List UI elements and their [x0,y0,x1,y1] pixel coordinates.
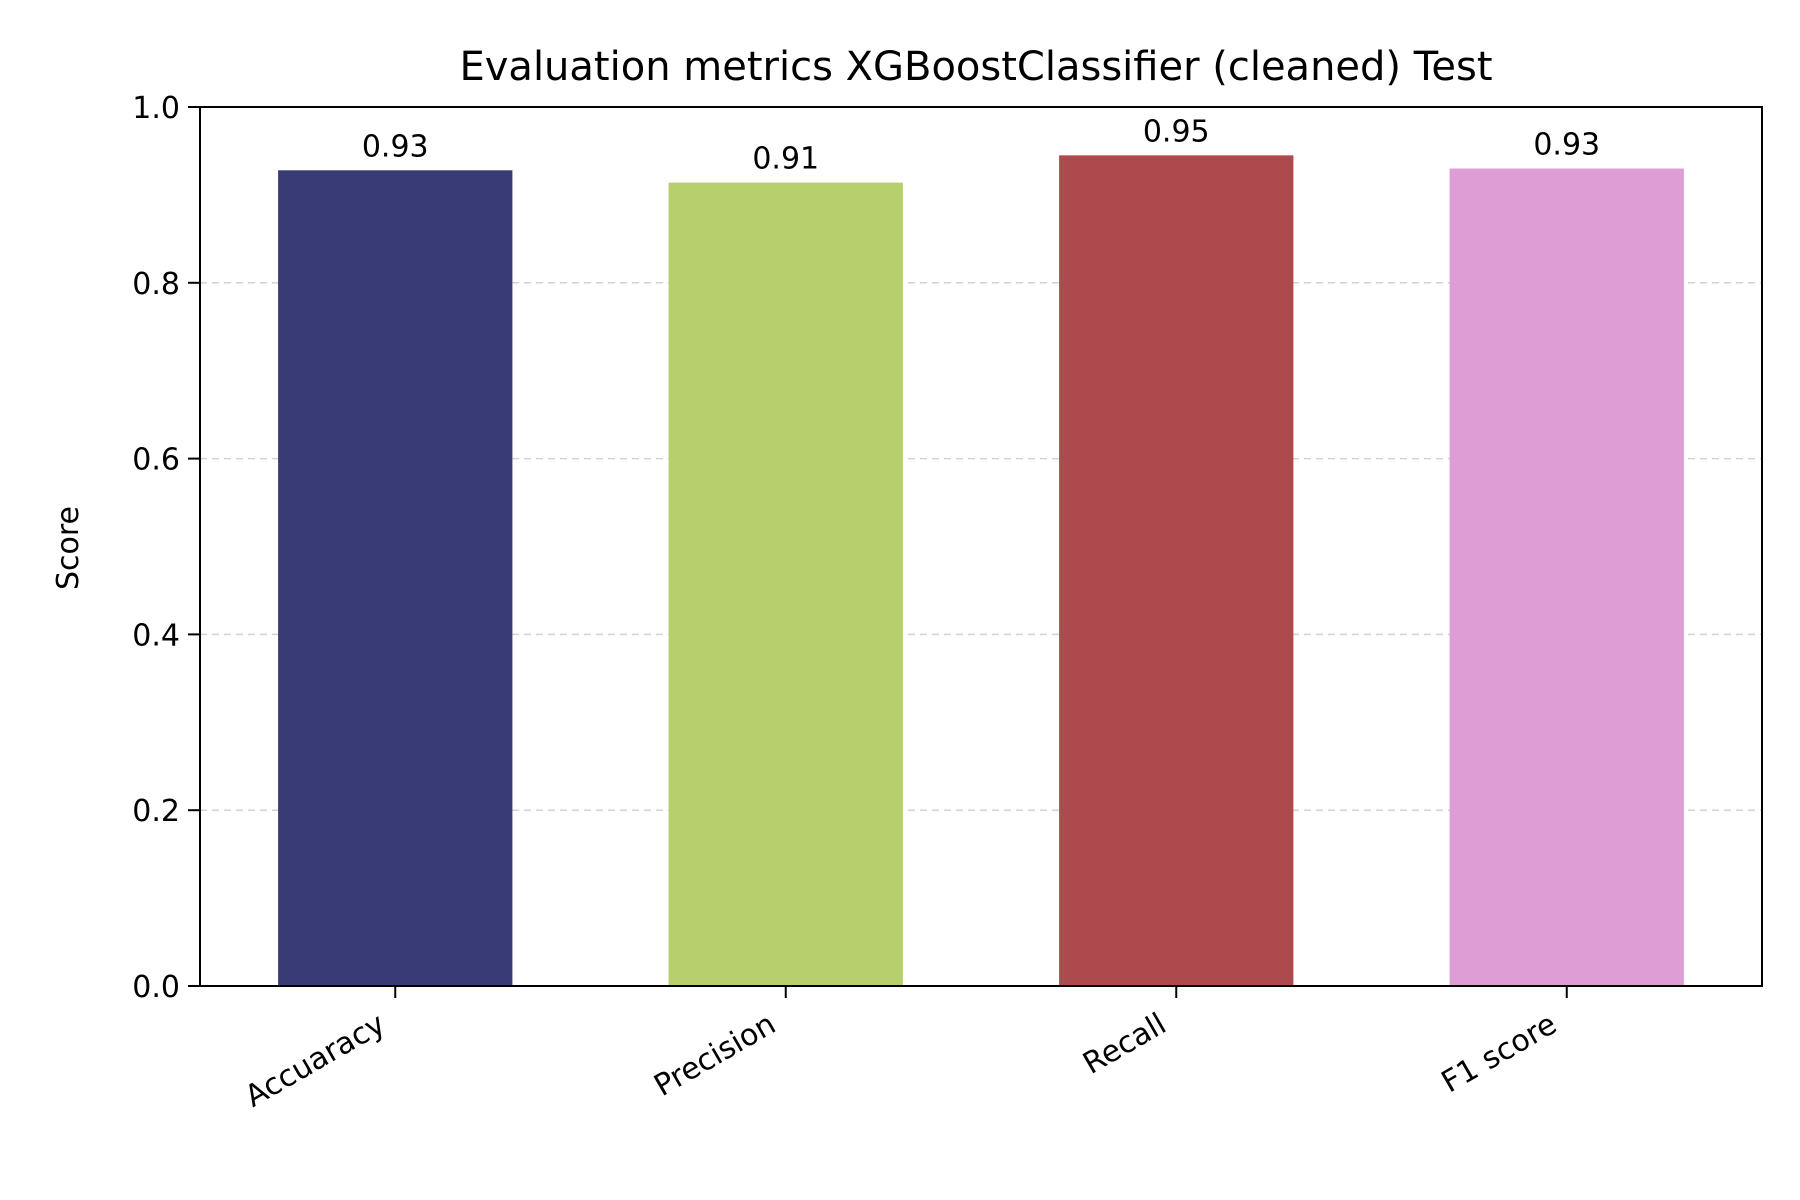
x-axis-ticks: Accuaracy Precision Recall F1 score [239,986,1568,1115]
x-tick-label: Precision [648,1007,781,1104]
bar-value-label: 0.93 [362,129,429,164]
y-axis-ticks: 0.0 0.2 0.4 0.6 0.8 1.0 [132,91,200,1005]
bar-f1-score [1449,168,1684,986]
x-tick-label: Recall [1077,1007,1172,1082]
y-tick-label: 0.2 [132,794,180,829]
bar-value-label: 0.93 [1533,128,1600,163]
bar-accuaracy [278,170,513,987]
y-tick-label: 0.8 [132,267,180,302]
y-tick-label: 0.0 [132,970,180,1005]
x-tick-label: F1 score [1436,1007,1563,1101]
bar-value-label: 0.95 [1143,114,1210,149]
y-tick-label: 1.0 [132,91,180,126]
plot-frame [199,106,1763,987]
bar-value-label: 0.91 [752,142,819,177]
bar-recall [1059,155,1294,987]
bar-precision [668,182,903,986]
chart-title: Evaluation metrics XGBoostClassifier (cl… [459,44,1492,90]
bars [278,155,1684,987]
x-tick-label: Accuaracy [239,1007,391,1115]
y-axis-label: Score [51,506,86,590]
y-tick-label: 0.4 [132,618,180,653]
y-tick-label: 0.6 [132,443,180,478]
value-labels: 0.93 0.91 0.95 0.93 [362,114,1600,176]
